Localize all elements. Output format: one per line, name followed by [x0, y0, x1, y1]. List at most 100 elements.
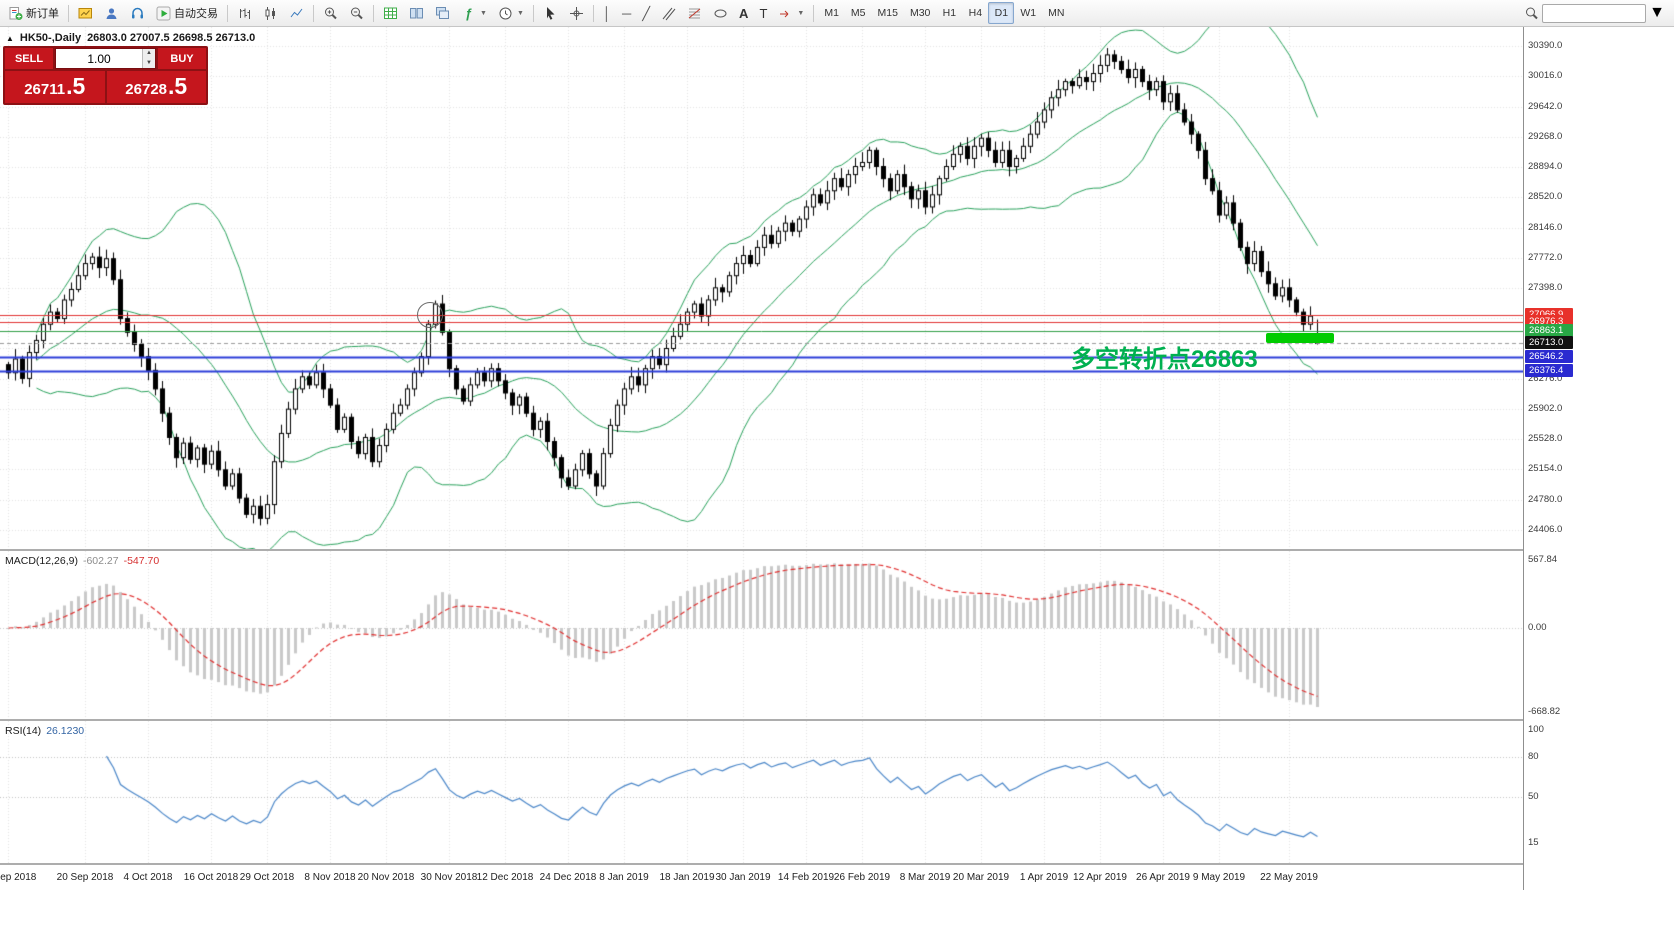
- ellipse-annotation[interactable]: [416, 302, 443, 329]
- main-chart-canvas[interactable]: [0, 27, 1523, 549]
- timeframe-button-m1[interactable]: M1: [824, 7, 839, 19]
- date-axis-label: 12 Dec 2018: [476, 872, 534, 883]
- trend-arrow-icon: ▲: [6, 33, 14, 43]
- vertical-line-tool-button[interactable]: │: [598, 2, 616, 24]
- grid-button[interactable]: [378, 2, 403, 24]
- level-price-tag: 26546.2: [1525, 349, 1573, 363]
- volume-input[interactable]: [56, 49, 142, 68]
- chart-ohlc-values: 26803.0 27007.5 26698.5 26713.0: [87, 32, 256, 44]
- axis-tick-label: 26276.0: [1528, 372, 1563, 384]
- horizontal-line-icon: ─: [622, 5, 632, 21]
- rsi-label-text: RSI(14): [5, 725, 42, 737]
- text-tool-button[interactable]: A: [734, 2, 753, 24]
- profile-icon: [104, 6, 119, 21]
- pivot-annotation-text[interactable]: 多空转折点26863: [1071, 346, 1258, 374]
- arrows-tool-button[interactable]: ▼: [773, 2, 809, 24]
- sell-button[interactable]: SELL: [5, 48, 53, 69]
- axis-tick-label: 25902.0: [1528, 402, 1563, 414]
- crosshair-icon: [569, 6, 584, 21]
- autotrading-button[interactable]: 自动交易: [151, 2, 223, 24]
- axis-tick-label: 30390.0: [1528, 40, 1563, 51]
- trendline-icon: ╱: [642, 5, 651, 21]
- volume-stepper: ▲ ▼: [55, 48, 156, 69]
- candlestick-icon: [263, 6, 278, 21]
- date-axis-label: 8 Jan 2019: [599, 872, 649, 883]
- zoom-in-button[interactable]: [318, 2, 343, 24]
- rsi-canvas[interactable]: [0, 721, 1523, 863]
- label-tool-button[interactable]: T: [754, 2, 772, 24]
- buy-button[interactable]: BUY: [158, 48, 206, 69]
- label-tool-icon: T: [759, 5, 768, 21]
- zoom-out-button[interactable]: [344, 2, 369, 24]
- indicators-button[interactable]: ƒ ▼: [456, 2, 492, 24]
- bar-chart-type-button[interactable]: [232, 2, 257, 24]
- panel-splitter[interactable]: [0, 549, 1674, 551]
- profile-button[interactable]: [99, 2, 124, 24]
- timeframe-button-h1[interactable]: H1: [942, 7, 957, 19]
- cascade-windows-button[interactable]: [430, 2, 455, 24]
- ellipse-shape-icon: [713, 6, 728, 21]
- axis-tick-label: 29642.0: [1528, 100, 1563, 112]
- macd-canvas[interactable]: [0, 551, 1523, 719]
- timeframe-button-w1[interactable]: W1: [1020, 7, 1037, 19]
- chart-window-icon: [78, 6, 93, 21]
- chevron-down-icon: ▼: [1649, 4, 1665, 21]
- clock-icon: [498, 6, 513, 21]
- toolbar-separator: [813, 4, 815, 22]
- channel-tool-button[interactable]: [656, 2, 681, 24]
- volume-down-button[interactable]: ▼: [143, 58, 155, 68]
- panel-splitter[interactable]: [0, 719, 1674, 721]
- toolbar-separator: [592, 4, 594, 22]
- crosshair-tool-button[interactable]: [564, 2, 589, 24]
- timeframe-button-h4[interactable]: H4: [968, 7, 983, 19]
- level-price-tag: 26376.4: [1525, 363, 1573, 377]
- support-button[interactable]: [125, 2, 150, 24]
- tile-windows-button[interactable]: [404, 2, 429, 24]
- volume-spinner: ▲ ▼: [142, 49, 155, 68]
- axis-tick-label: 100: [1528, 724, 1544, 736]
- date-axis-label: 16 Oct 2018: [183, 872, 239, 883]
- rsi-indicator-label: RSI(14) 26.1230: [5, 725, 84, 737]
- volume-up-button[interactable]: ▲: [143, 49, 155, 59]
- timeframe-button-mn[interactable]: MN: [1048, 7, 1065, 19]
- trendline-tool-button[interactable]: ╱: [637, 2, 655, 24]
- axis-tick-label: 29268.0: [1528, 130, 1563, 142]
- price-axis[interactable]: 30390.0 30016.0 29642.0 29268.0 28894.0 28520…: [1523, 27, 1674, 890]
- timeframe-button-m5[interactable]: M5: [850, 7, 866, 19]
- axis-tick-label: 25528.0: [1528, 433, 1563, 445]
- date-axis[interactable]: 10 Sep 2018 20 Sep 2018 4 Oct 2018 16 Oct 2…: [0, 865, 1523, 890]
- date-axis-label: 10 Sep 2018: [0, 872, 37, 883]
- fibonacci-tool-button[interactable]: [682, 2, 707, 24]
- one-click-trading-panel: SELL ▲ ▼ BUY 26711.5 26728.5: [3, 46, 208, 105]
- sell-price[interactable]: 26711.5: [5, 71, 105, 103]
- vertical-line-icon: │: [602, 5, 611, 21]
- new-order-icon: [8, 6, 23, 21]
- periods-button[interactable]: ▼: [493, 2, 529, 24]
- shapes-tool-button[interactable]: [708, 2, 733, 24]
- horizontal-line-tool-button[interactable]: ─: [617, 2, 636, 24]
- axis-tick-label: 28146.0: [1528, 221, 1563, 233]
- timeframe-button-d1[interactable]: D1: [988, 2, 1015, 24]
- timeframe-button-m15[interactable]: M15: [877, 7, 898, 19]
- date-axis-label: 22 May 2019: [1260, 872, 1318, 883]
- market-watch-button[interactable]: [73, 2, 98, 24]
- axis-tick-label: 27772.0: [1528, 251, 1563, 263]
- axis-tick-label: 24780.0: [1528, 493, 1563, 505]
- line-chart-type-button[interactable]: [284, 2, 309, 24]
- timeframe-group: M1 M5 M15 M30 H1 H4 D1 W1 MN: [818, 2, 1070, 24]
- candlestick-chart-type-button[interactable]: [258, 2, 283, 24]
- new-order-button[interactable]: 新订单: [3, 2, 64, 24]
- axis-tick-label: 30016.0: [1528, 70, 1563, 82]
- search-input[interactable]: [1542, 3, 1647, 23]
- timeframe-button-m30[interactable]: M30: [909, 7, 931, 19]
- axis-tick-label: -668.82: [1528, 706, 1561, 717]
- current-price-tag: 26713.0: [1525, 336, 1573, 350]
- rsi-value: 26.1230: [46, 725, 85, 737]
- date-axis-label: 9 May 2019: [1192, 872, 1246, 883]
- axis-tick-label: 50: [1528, 790, 1539, 802]
- panel-splitter[interactable]: [0, 863, 1674, 865]
- cursor-tool-button[interactable]: [538, 2, 563, 24]
- buy-price[interactable]: 26728.5: [106, 71, 206, 103]
- date-axis-label: 14 Feb 2019: [777, 872, 835, 883]
- highlight-bar[interactable]: [1266, 332, 1334, 343]
